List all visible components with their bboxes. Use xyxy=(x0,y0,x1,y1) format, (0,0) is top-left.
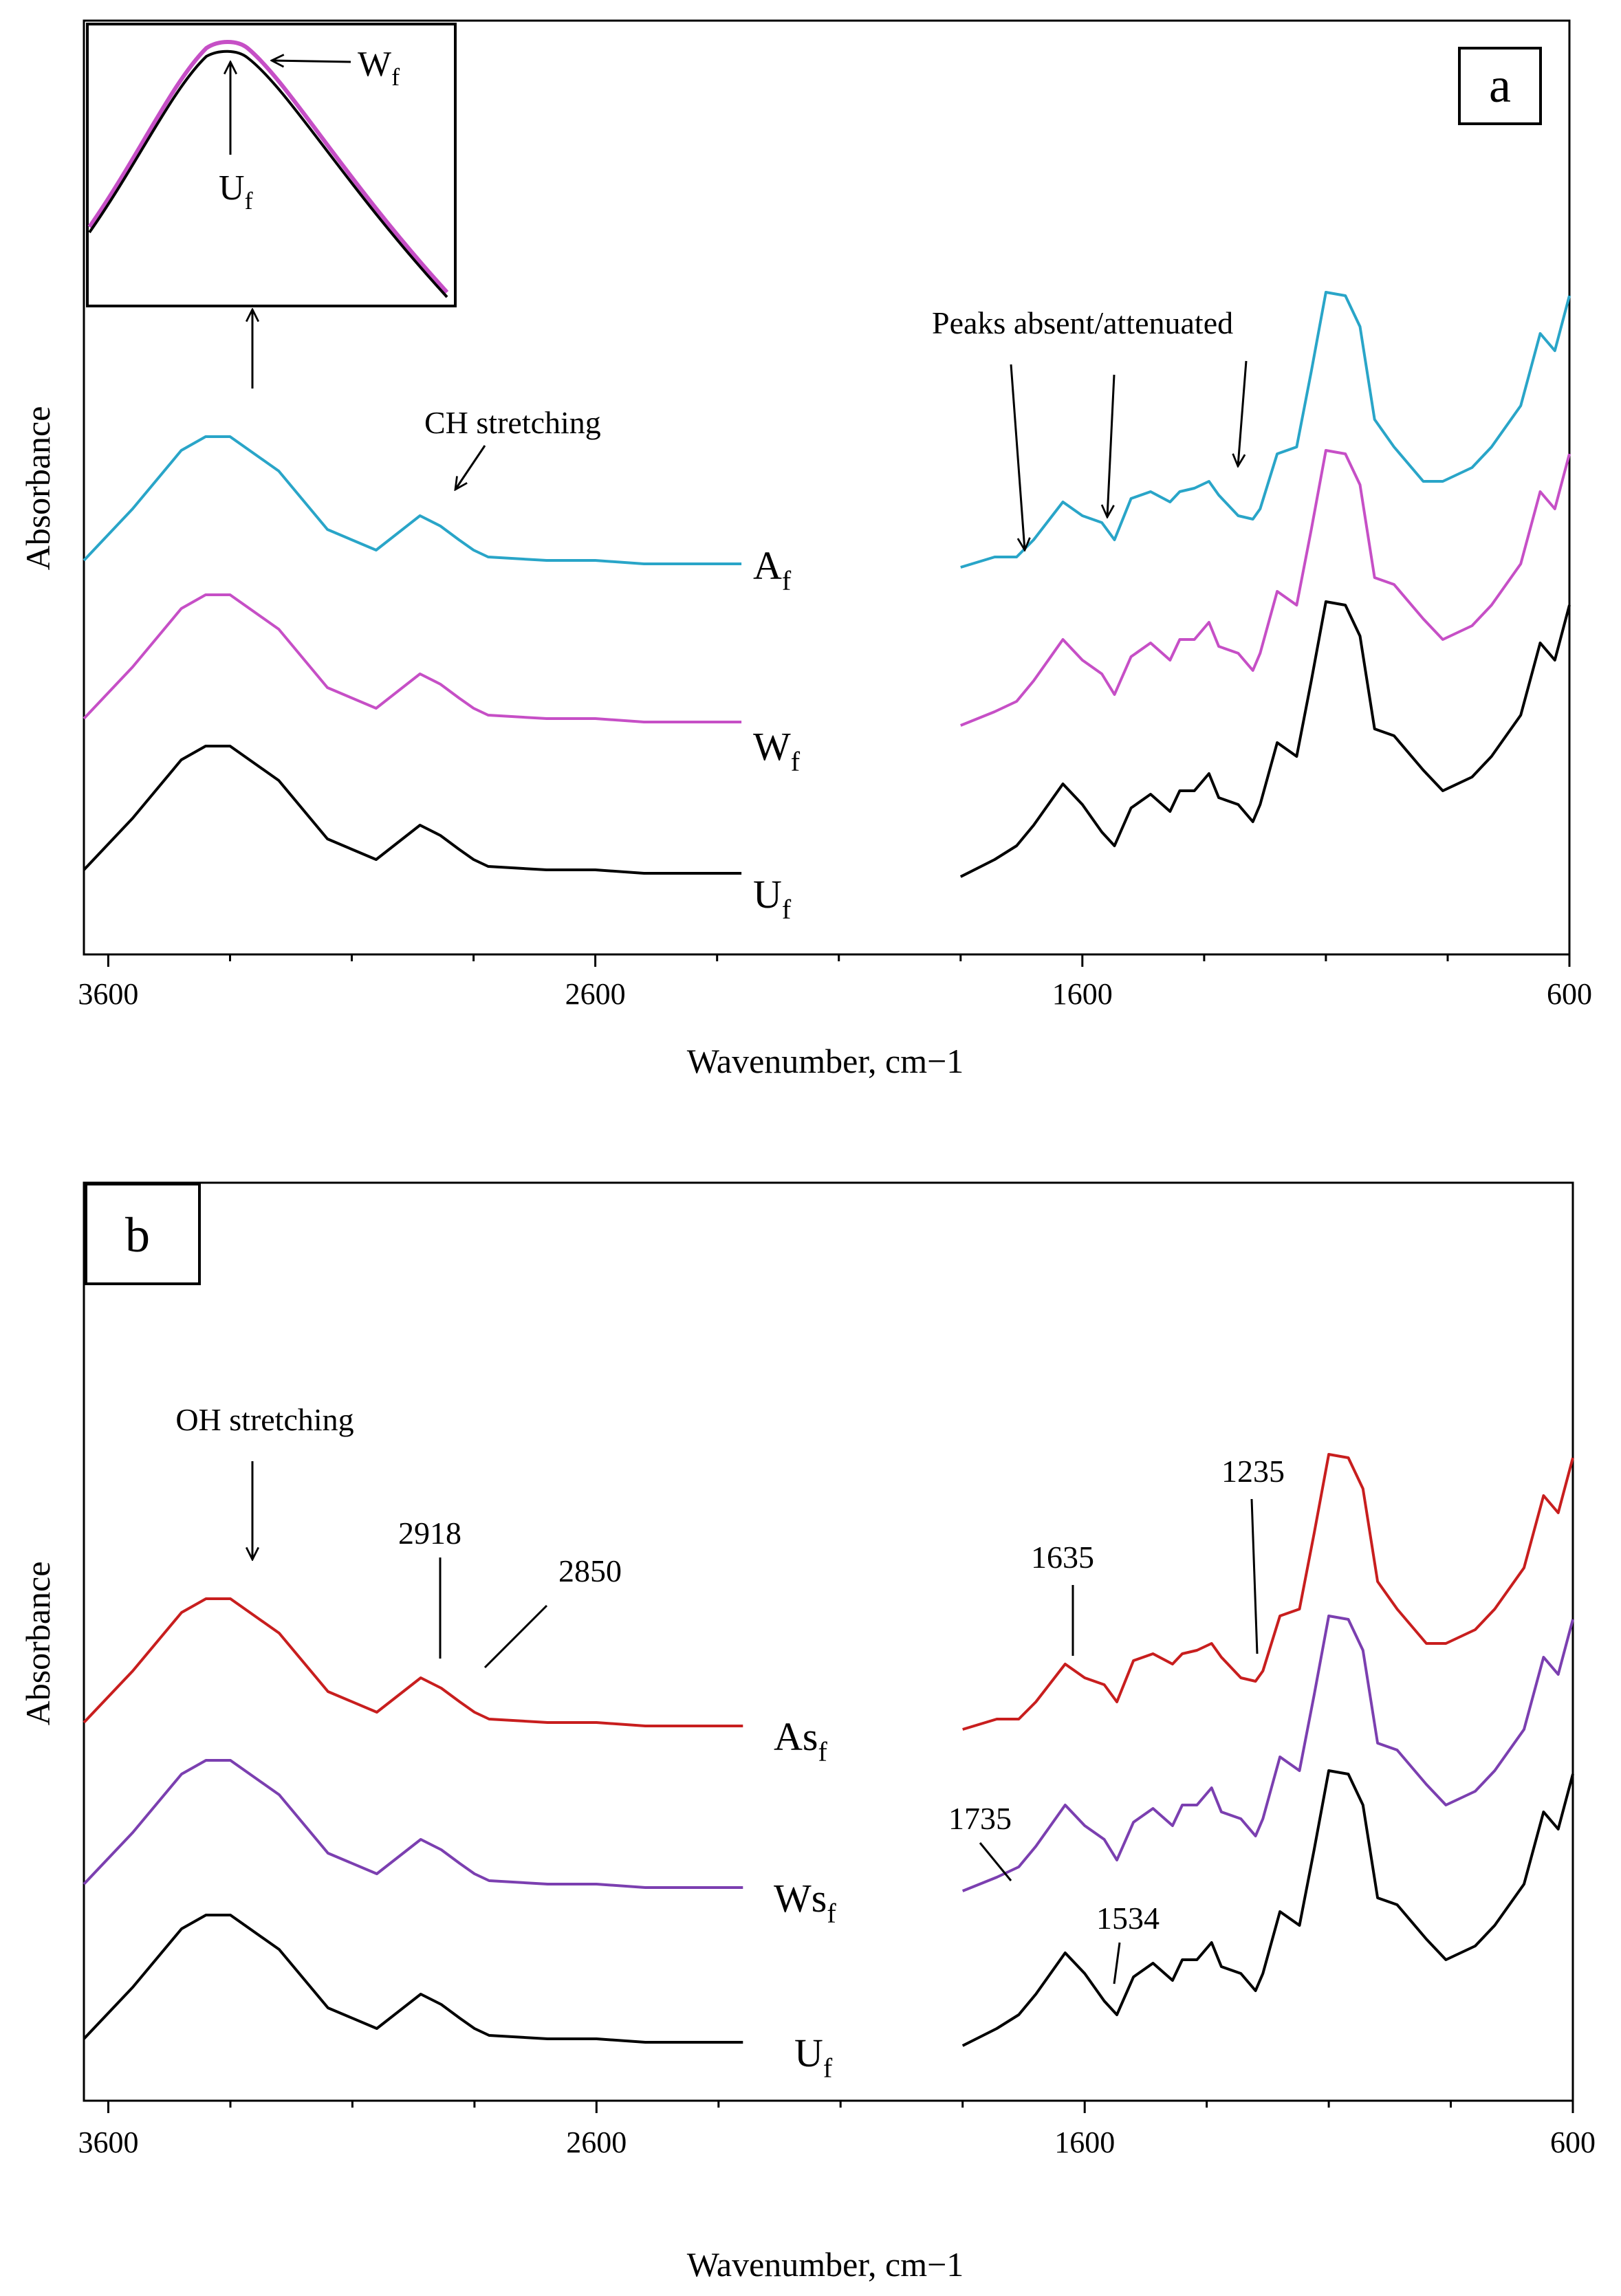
panel-a-tick-label-3600: 3600 xyxy=(78,977,138,1011)
panel-b-label: b xyxy=(125,1207,150,1262)
panel-b-label-1534: 1534 xyxy=(1096,1901,1160,1936)
panel-b-label-1235: 1235 xyxy=(1221,1454,1285,1489)
panel-b-tick-label-3600: 3600 xyxy=(78,2125,139,2159)
panel-b-curves xyxy=(83,1453,1574,2047)
panel-a-af-line-high xyxy=(83,435,742,565)
panel-a-af-line-low xyxy=(960,291,1571,569)
panel-a-ch-stretching-label: CH stretching xyxy=(424,405,601,440)
panel-b-label-1635: 1635 xyxy=(1031,1540,1094,1575)
panel-a-label-af: Af xyxy=(753,543,792,596)
panel-b-line-1235 xyxy=(1250,1498,1259,1654)
panel-b-label-1735: 1735 xyxy=(948,1801,1012,1836)
panel-b-label-asf: Asf xyxy=(774,1714,827,1767)
panel-a-curves xyxy=(83,291,1571,878)
panel-b-tick-label-1600: 1600 xyxy=(1054,2125,1115,2159)
panel-a-uf-line-low xyxy=(959,600,1571,878)
panel-a-peak-arrow-1 xyxy=(1010,364,1025,550)
inset-uf-curve xyxy=(88,50,448,298)
panel-a-wf-line-low xyxy=(960,449,1571,727)
panel-b-asf-line-low xyxy=(962,1453,1574,1731)
panel-b-label-2918: 2918 xyxy=(398,1516,461,1551)
panel-b-ylabel: Absorbance xyxy=(19,1562,57,1726)
panel-a-ylabel: Absorbance xyxy=(19,406,57,571)
inset-wf-label: Wf xyxy=(358,45,400,91)
panel-b-label-wsf: Wsf xyxy=(774,1876,836,1929)
panel-b-label-box xyxy=(85,1183,201,1285)
panel-b-label-uf: Uf xyxy=(794,2031,833,2084)
panel-b-uf-line-high xyxy=(83,1914,743,2044)
panel-a-uf-line-high xyxy=(83,745,742,875)
panel-a-peak-arrow-2 xyxy=(1107,374,1116,517)
panel-a-peaks-label: Peaks absent/attenuated xyxy=(932,305,1233,340)
panel-a-wf-line-high xyxy=(83,593,742,723)
panel-b-xlabel: Wavenumber, cm−1 xyxy=(687,2245,964,2284)
panel-b-uf-line-low xyxy=(961,1769,1574,2047)
panel-b-xticks: 3600 2600 1600 600 xyxy=(78,2101,1596,2159)
panel-b-wsf-line-high xyxy=(83,1759,743,1889)
panel-a-label-uf: Uf xyxy=(753,872,792,925)
panel-b-wsf-line-low xyxy=(961,1615,1574,1892)
panel-a-inset-frame xyxy=(86,23,457,307)
panel-a-label-wf: Wf xyxy=(753,724,801,777)
inset-wf-arrow xyxy=(272,61,351,62)
panel-a-xlabel: Wavenumber, cm−1 xyxy=(687,1042,964,1080)
panel-b-tick-label-600: 600 xyxy=(1550,2125,1596,2159)
inset-wf-curve xyxy=(87,40,449,294)
panel-b-tick-label-2600: 2600 xyxy=(566,2125,627,2159)
panel-b-line-1534 xyxy=(1113,1942,1121,1985)
panel-b-line-2850 xyxy=(483,1604,548,1669)
panel-b-asf-line-high xyxy=(83,1597,743,1727)
panel-b: 3600 2600 1600 600 b Asf Wsf Uf OH stretchi… xyxy=(19,1181,1596,2284)
panel-b-label-2850: 2850 xyxy=(558,1553,622,1588)
panel-b-oh-stretching-label: OH stretching xyxy=(175,1402,353,1437)
panel-a-label-box xyxy=(1458,47,1542,125)
panel-a-xticks: 3600 2600 1600 600 xyxy=(78,954,1592,1011)
panel-a-tick-label-600: 600 xyxy=(1547,977,1592,1011)
panel-a-tick-label-2600: 2600 xyxy=(565,977,626,1011)
inset-uf-label: Uf xyxy=(219,168,253,215)
panel-a-ch-arrow xyxy=(455,445,486,490)
panel-b-frame xyxy=(83,1181,1574,2102)
panel-a-frame xyxy=(83,19,1571,956)
panel-b-line-1735 xyxy=(979,1842,1012,1881)
panel-a-tick-label-1600: 1600 xyxy=(1052,977,1113,1011)
panel-a-label: a xyxy=(1489,58,1511,113)
panel-a-peak-arrow-3 xyxy=(1238,360,1248,466)
panel-a: 3600 2600 1600 600 a Af Wf Uf CH stretching… xyxy=(19,19,1592,1080)
